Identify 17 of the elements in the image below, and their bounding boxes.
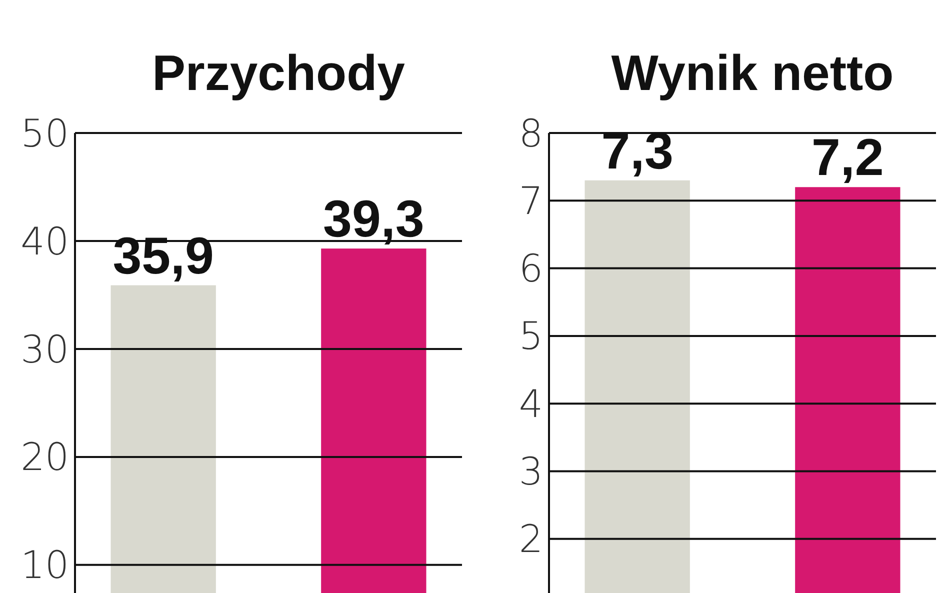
y-tick-label: 3 [518, 450, 543, 494]
data-label: 39,3 [323, 190, 424, 249]
y-tick-label: 4 [518, 382, 543, 426]
chart-title: Przychody [152, 45, 406, 101]
y-tick-label: 40 [20, 219, 69, 264]
y-tick-label: 5 [518, 314, 543, 358]
y-tick-label: 8 [518, 111, 543, 156]
chart-title: Wynik netto [611, 45, 894, 101]
data-label: 7,3 [601, 122, 674, 180]
y-tick-label: 2 [518, 517, 543, 562]
y-tick-label: 10 [20, 543, 69, 588]
y-tick-label: 20 [20, 435, 69, 480]
data-label: 7,2 [812, 129, 884, 188]
y-tick-label: 30 [20, 327, 69, 372]
y-tick-label: 6 [518, 246, 543, 291]
y-tick-label: 50 [20, 111, 69, 156]
y-tick-label: 7 [518, 178, 543, 223]
